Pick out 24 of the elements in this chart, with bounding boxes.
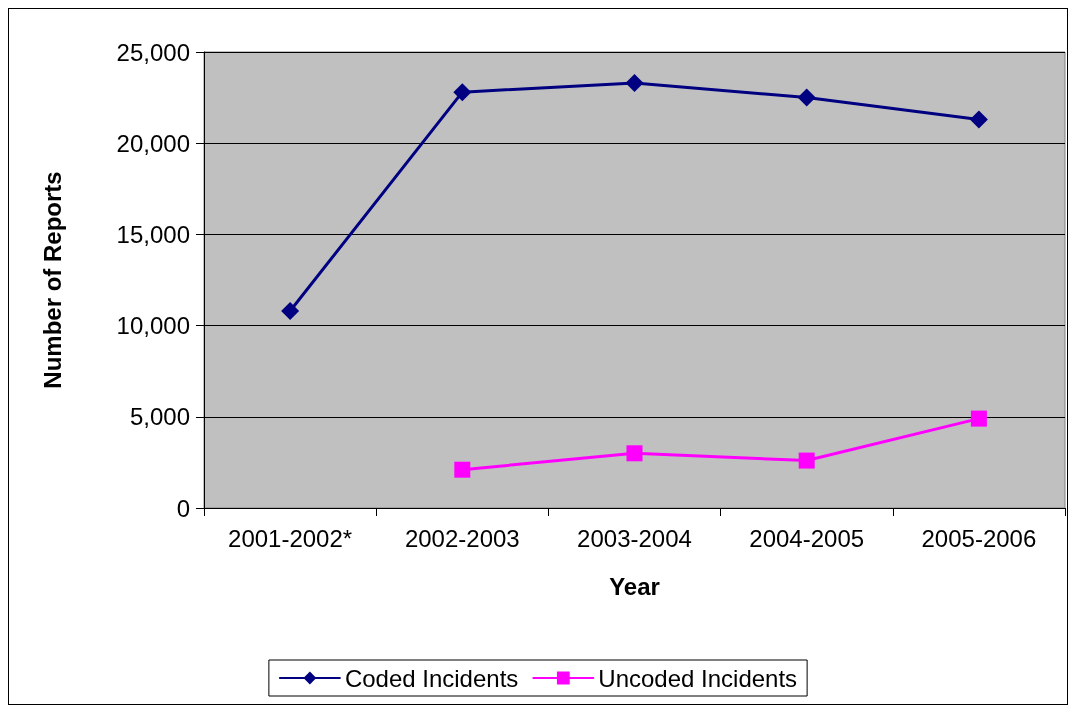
y-axis-title: Number of Reports bbox=[38, 171, 66, 389]
x-tick-label: 2005-2006 bbox=[921, 524, 1037, 552]
point bbox=[798, 452, 815, 469]
y-tick-label: 0 bbox=[176, 494, 190, 522]
x-tick-label: 2002-2003 bbox=[404, 524, 520, 552]
y-tick-label: 15,000 bbox=[116, 220, 190, 248]
legend-label: Coded Incidents bbox=[344, 664, 519, 692]
point bbox=[453, 83, 472, 102]
x-tick-label: 2001-2002* bbox=[228, 524, 353, 552]
y-tick-label: 5,000 bbox=[129, 403, 190, 431]
point bbox=[626, 445, 643, 462]
x-tick-label: 2003-2004 bbox=[577, 524, 692, 552]
point bbox=[625, 74, 644, 93]
x-axis-title: Year bbox=[609, 572, 660, 600]
legend-label: Uncoded Incidents bbox=[598, 664, 798, 692]
point bbox=[969, 110, 988, 129]
point bbox=[970, 410, 987, 427]
point bbox=[281, 302, 300, 321]
y-tick-label: 20,000 bbox=[116, 129, 190, 157]
y-tick-label: 25,000 bbox=[116, 38, 190, 66]
x-tick-label: 2004-2005 bbox=[749, 524, 865, 552]
y-tick-label: 10,000 bbox=[116, 312, 190, 340]
point bbox=[454, 461, 471, 478]
point bbox=[797, 88, 816, 107]
